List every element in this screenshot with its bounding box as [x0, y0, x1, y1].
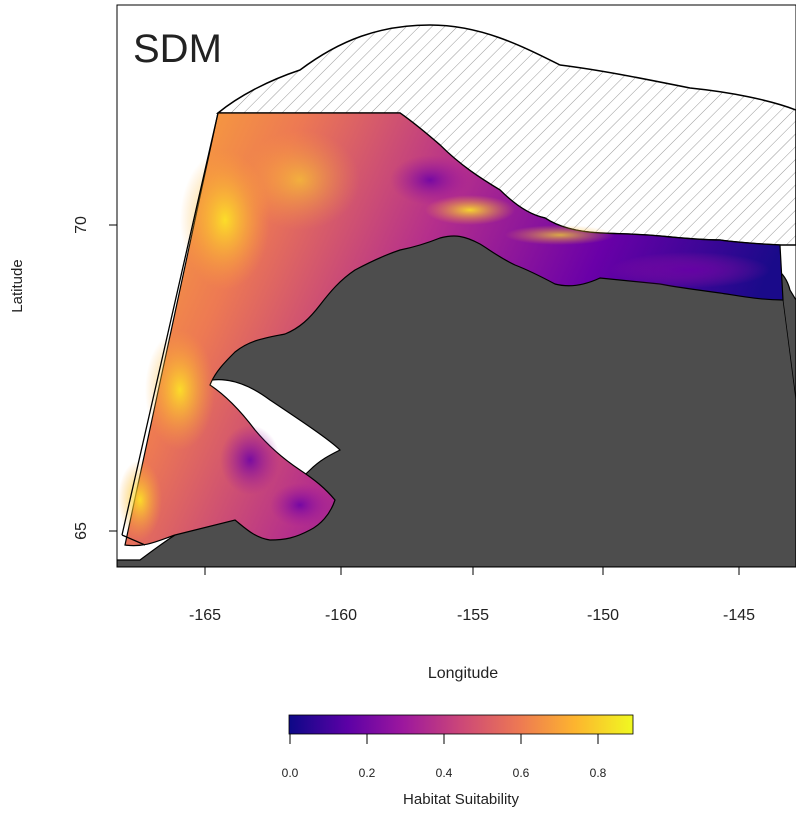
colorbar-tick-label: 0.4: [436, 766, 453, 780]
x-tick-label: -145: [723, 607, 755, 624]
x-tick-label: -150: [587, 607, 619, 624]
east-boundary-line: [782, 299, 796, 401]
study-area-boundary: [121, 112, 219, 546]
y-tick-label-65: 65: [73, 522, 90, 540]
panel-label: SDM: [133, 27, 222, 71]
colorbar-tick-label: 0.8: [590, 766, 607, 780]
colorbar-tick-label: 0.6: [513, 766, 530, 780]
y-tick-label-70: 70: [73, 216, 90, 234]
x-axis-label: Longitude: [428, 665, 498, 682]
x-axis: -165 -160 -155 -150 -145: [189, 567, 755, 624]
x-tick-label: -155: [457, 607, 489, 624]
colorbar-title: Habitat Suitability: [403, 791, 519, 808]
colorbar-legend: 0.0 0.2 0.4 0.6 0.8 Habitat Suitability: [282, 714, 634, 808]
colorbar-tick-label: 0.2: [359, 766, 376, 780]
x-tick-label: -160: [325, 607, 357, 624]
y-axis-label: Latitude: [9, 259, 26, 312]
colorbar: [288, 714, 634, 735]
colorbar-tick-label: 0.0: [282, 766, 299, 780]
x-tick-label: -165: [189, 607, 221, 624]
suitability-texture: [118, 130, 770, 540]
